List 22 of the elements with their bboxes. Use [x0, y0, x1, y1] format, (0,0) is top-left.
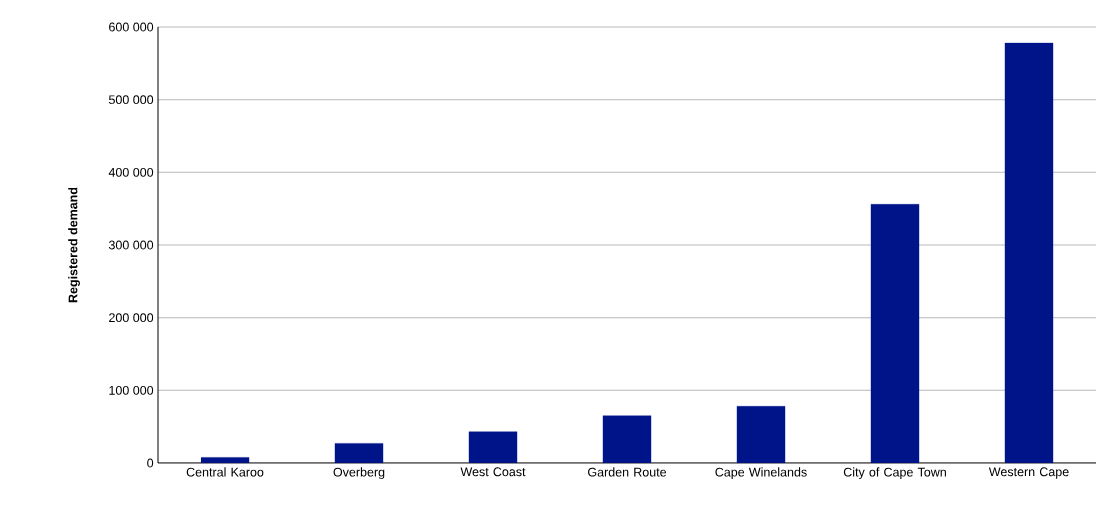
x-tick-label: City of Cape Town — [843, 467, 946, 480]
bar — [736, 406, 786, 463]
y-tick-label: 300 000 — [108, 240, 154, 250]
x-tick-label: Overberg — [333, 467, 385, 480]
bar — [1004, 42, 1054, 463]
y-tick-label: 100 000 — [109, 385, 154, 395]
y-tick-label: 600 000 — [109, 22, 154, 32]
bar — [870, 204, 920, 463]
x-tick-label: West Coast — [460, 467, 526, 477]
y-tick-label: 200 000 — [109, 313, 154, 323]
bar — [602, 415, 652, 463]
bar — [200, 457, 250, 463]
bar — [468, 431, 518, 463]
x-tick-label: Garden Route — [588, 467, 667, 477]
y-tick-label: 500 000 — [108, 95, 154, 105]
x-tick-label: Central Karoo — [186, 467, 264, 477]
x-tick-label: Cape Winelands — [715, 467, 807, 480]
x-tick-label: Western Cape — [988, 467, 1069, 479]
y-tick-label: 400 000 — [108, 167, 154, 177]
y-axis-title: Registered demand — [68, 187, 80, 303]
bar — [334, 443, 384, 463]
y-tick-label: 0 — [147, 458, 154, 468]
